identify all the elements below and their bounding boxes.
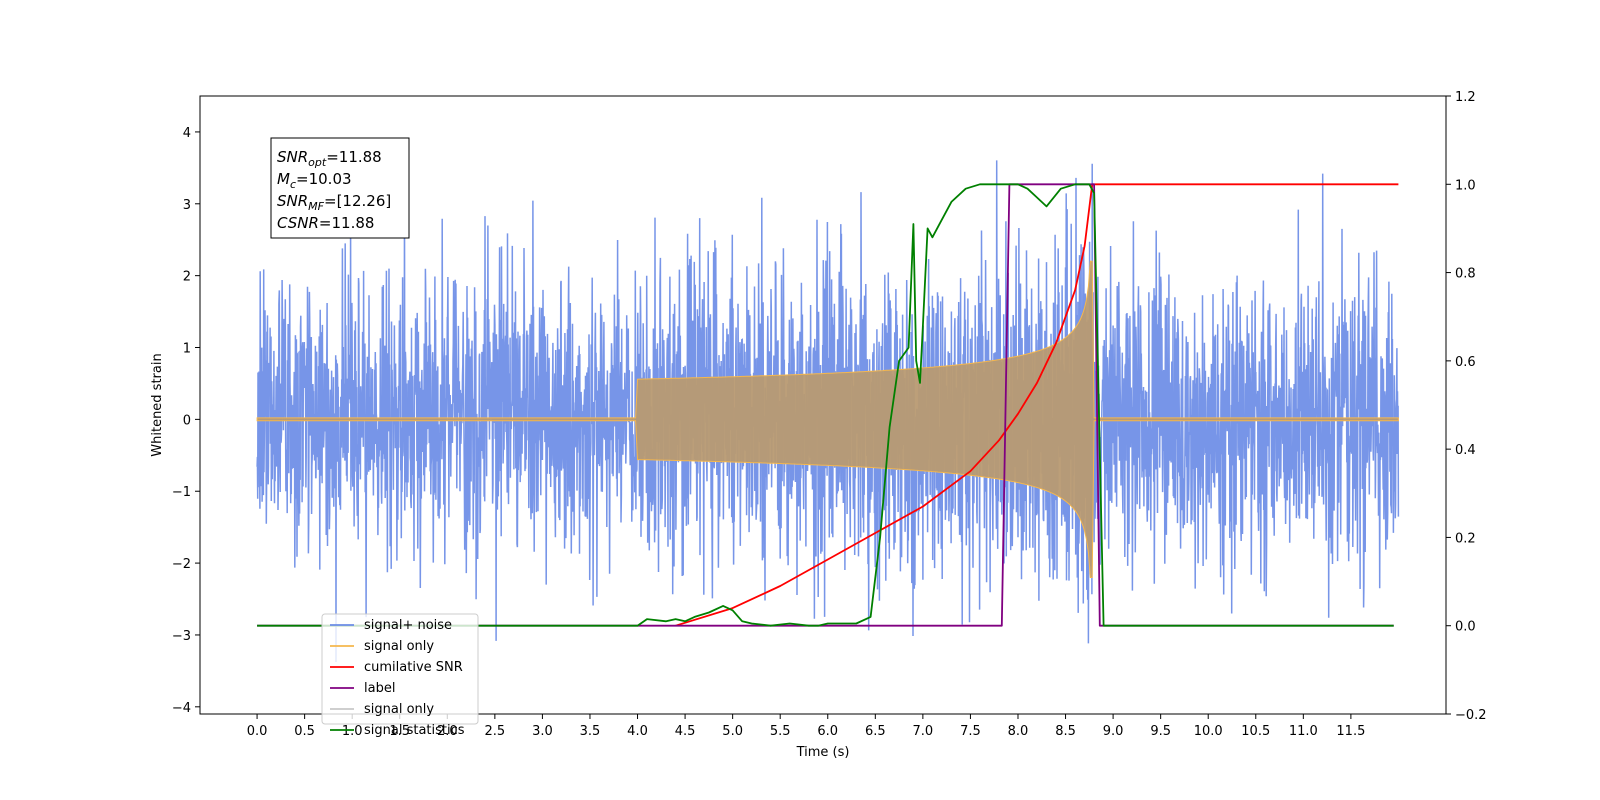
annotation-line: Mc=10.03 — [277, 170, 352, 191]
ticks: 0.0 0.5 1.0 1.5 2.0 2.5 3.0 3.5 4.0 4.5 5.0 5.5 6.0 6… — [172, 90, 1487, 739]
y-right-tick-label: 1.2 — [1455, 90, 1476, 105]
x-tick-label: 8.0 — [1008, 724, 1029, 739]
legend: signal+ noise signal only cumilative SNR la… — [321, 613, 479, 738]
x-tick-label: 7.5 — [960, 724, 981, 739]
annotation-line: CSNR=11.88 — [277, 214, 374, 232]
y-tick-label: −1 — [172, 485, 191, 500]
legend-entry: signal only — [364, 639, 434, 654]
x-tick-label: 0.5 — [294, 724, 315, 739]
annotation-box: SNRopt=11.88Mc=10.03SNRMF=[12.26]CSNR=11… — [270, 137, 410, 239]
y-tick-label: 2 — [183, 270, 191, 285]
x-tick-label: 0.0 — [247, 724, 268, 739]
y-tick-label: −4 — [172, 701, 191, 716]
legend-entry: signal statistics — [364, 723, 465, 738]
x-tick-label: 6.5 — [865, 724, 886, 739]
axes-frame — [199, 95, 1447, 715]
series-signal-statistics — [257, 183, 1394, 627]
annotation-frame — [270, 137, 410, 239]
series-cumulative-snr — [675, 183, 1399, 627]
y-right-tick-label: 0.6 — [1455, 355, 1476, 370]
x-tick-label: 8.5 — [1055, 724, 1076, 739]
x-tick-label: 4.0 — [627, 724, 648, 739]
x-tick-label: 9.0 — [1103, 724, 1124, 739]
legend-entry: signal+ noise — [364, 618, 452, 633]
x-tick-label: 9.5 — [1150, 724, 1171, 739]
x-tick-label: 5.5 — [770, 724, 791, 739]
x-tick-label: 1.0 — [342, 724, 363, 739]
y-right-tick-label: 0.4 — [1455, 443, 1476, 458]
y-tick-label: −3 — [172, 629, 191, 644]
annotation-line: SNRopt=11.88 — [277, 148, 382, 169]
y-tick-label: 1 — [183, 342, 191, 357]
legend-entry: signal only — [364, 702, 434, 717]
legend-entry: label — [364, 681, 395, 696]
x-tick-label: 7.0 — [913, 724, 934, 739]
y-tick-label: 0 — [183, 413, 191, 428]
legend-entry: cumilative SNR — [364, 660, 463, 675]
x-tick-label: 3.0 — [532, 724, 553, 739]
annotation-line: SNRMF=[12.26] — [277, 192, 391, 213]
x-tick-label: 6.0 — [817, 724, 838, 739]
y-right-tick-label: 1.0 — [1455, 178, 1476, 193]
x-tick-label: 10.5 — [1241, 724, 1270, 739]
x-tick-label: 1.5 — [389, 724, 410, 739]
y-tick-label: 3 — [183, 198, 191, 213]
x-tick-label: 11.5 — [1336, 724, 1365, 739]
y-right-tick-label: 0.2 — [1455, 531, 1476, 546]
x-axis-label: Time (s) — [796, 745, 850, 760]
series-signal-only — [256, 260, 1399, 578]
x-tick-label: 11.0 — [1289, 724, 1318, 739]
x-tick-label: 10.0 — [1194, 724, 1223, 739]
legend-frame — [321, 613, 479, 725]
y-right-tick-label: 0.8 — [1455, 267, 1476, 282]
x-tick-label: 4.5 — [675, 724, 696, 739]
plot-area — [256, 160, 1400, 663]
y-right-tick-label: −0.2 — [1455, 708, 1487, 723]
x-tick-label: 2.0 — [437, 724, 458, 739]
y-axis-label: Whitened strain — [150, 353, 165, 456]
x-tick-label: 5.0 — [722, 724, 743, 739]
x-tick-label: 3.5 — [580, 724, 601, 739]
y-tick-label: 4 — [183, 126, 191, 141]
x-tick-label: 2.5 — [485, 724, 506, 739]
y-right-tick-label: 0.0 — [1455, 620, 1476, 635]
y-tick-label: −2 — [172, 557, 191, 572]
